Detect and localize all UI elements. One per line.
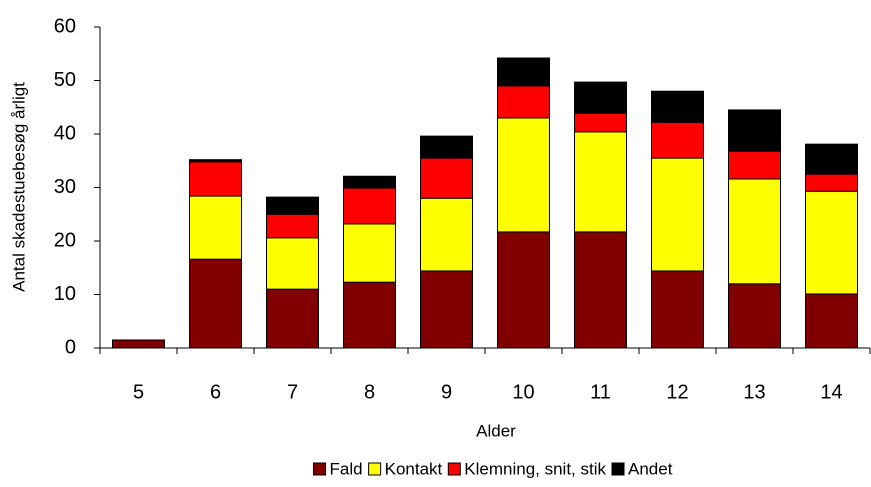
x-axis-title: Alder [476, 421, 516, 440]
x-tick-label: 6 [210, 381, 221, 403]
y-axis-title: Antal skadestuebesøg årligt [9, 82, 28, 292]
bar-segment [497, 117, 550, 233]
legend-swatch [313, 462, 327, 476]
y-tick-label: 0 [65, 336, 76, 358]
y-tick-label: 20 [54, 229, 76, 251]
bar-segment [343, 175, 396, 189]
bar-segment [805, 173, 858, 192]
x-tick-label: 10 [512, 381, 534, 403]
bar-segment [343, 281, 396, 349]
x-tick-label: 5 [133, 381, 144, 403]
bar-segment [420, 270, 473, 349]
bar-segment [805, 143, 858, 175]
legend-swatch [368, 462, 382, 476]
bar-segment [574, 81, 627, 114]
legend-label: Kontakt [385, 459, 443, 478]
bar-segment [651, 121, 704, 159]
bar-segment [266, 196, 319, 215]
bar-segment [189, 258, 242, 349]
y-tick-label: 50 [54, 69, 76, 91]
x-tick-label: 7 [287, 381, 298, 403]
x-tick-label: 12 [666, 381, 688, 403]
legend-label: Klemning, snit, stik [464, 459, 606, 478]
bar-segment [728, 283, 781, 349]
bar-segment [574, 131, 627, 233]
legend-label: Andet [628, 459, 673, 478]
x-tick-label: 14 [820, 381, 842, 403]
bar-segment [651, 157, 704, 272]
bar-segment [266, 237, 319, 290]
bar-segment [112, 339, 165, 349]
bar-segment [805, 293, 858, 349]
bar-segment [497, 85, 550, 119]
bar-segment [574, 231, 627, 349]
x-tick-label: 8 [364, 381, 375, 403]
bar-segment [420, 197, 473, 272]
bar-segment [497, 57, 550, 87]
bar-segment [189, 159, 242, 163]
bar-segment [420, 135, 473, 159]
x-tick-label: 13 [743, 381, 765, 403]
bar-segment [266, 288, 319, 349]
legend-label: Fald [330, 459, 363, 478]
bar-segment [343, 187, 396, 225]
bar-segment [343, 223, 396, 283]
legend-swatch [611, 462, 625, 476]
bar-segment [266, 213, 319, 239]
legend-swatch [447, 462, 461, 476]
bar-segment [728, 178, 781, 285]
bar-segment [728, 150, 781, 180]
y-tick-label: 30 [54, 176, 76, 198]
y-tick-label: 60 [54, 15, 76, 37]
bar-segment [189, 161, 242, 197]
bar-segment [497, 231, 550, 349]
bar-segment [651, 270, 704, 349]
bar-segment [805, 190, 858, 295]
bar-segment [420, 157, 473, 199]
bar-segment [574, 112, 627, 133]
y-tick-label: 10 [54, 283, 76, 305]
x-tick-label: 11 [590, 381, 611, 403]
x-tick-label: 9 [441, 381, 452, 403]
bar-segment [189, 195, 242, 260]
bar-segment [651, 90, 704, 123]
bar-segment [728, 109, 781, 152]
y-tick-label: 40 [54, 122, 76, 144]
